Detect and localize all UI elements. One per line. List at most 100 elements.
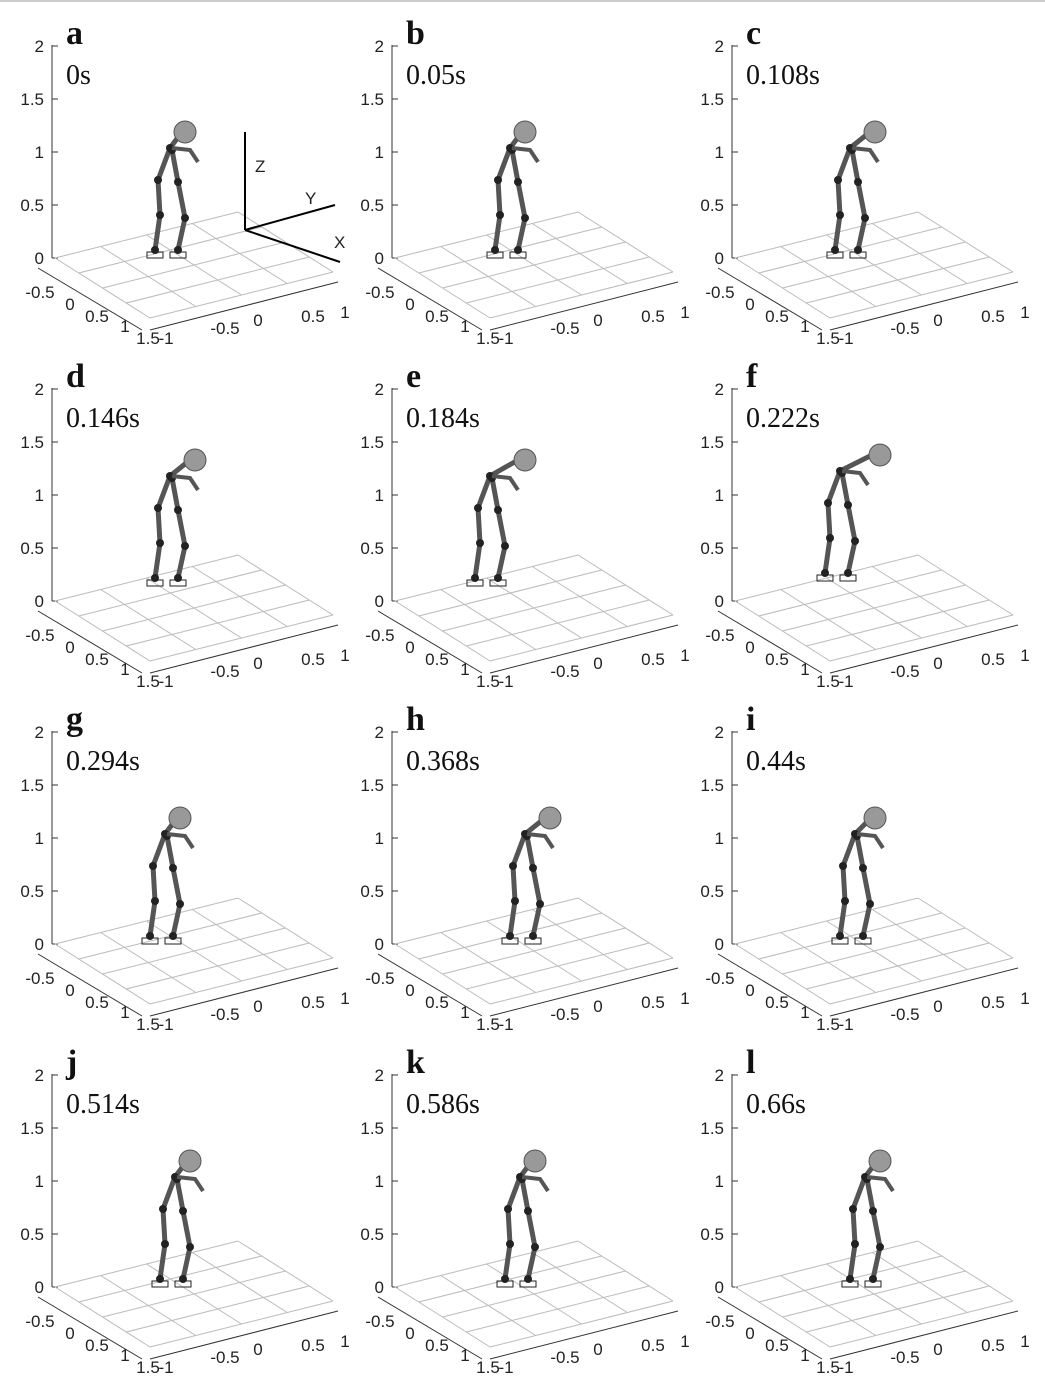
head <box>869 1150 891 1172</box>
x-tick-label: 0.5 <box>765 307 789 326</box>
y-tick-label: 0 <box>253 997 262 1016</box>
panel-letter: b <box>406 15 425 52</box>
x-tick-label: 0 <box>745 295 754 314</box>
frame-label: Z <box>255 157 265 176</box>
x-tick-label: 1.5 <box>816 672 840 691</box>
frame-label: X <box>334 233 345 252</box>
x-tick-label: 0.5 <box>765 1336 789 1355</box>
z-tick-label: 1.5 <box>700 1119 724 1138</box>
x-tick-label: 1 <box>460 1346 469 1365</box>
joint <box>179 1207 187 1215</box>
x-tick-label: 0.5 <box>425 993 449 1012</box>
y-tick-label: 0 <box>593 654 602 673</box>
z-tick-label: 0 <box>375 935 384 954</box>
x-tick-label: 1 <box>800 660 809 679</box>
x-tick-label: 1 <box>460 1003 469 1022</box>
x-tick-label: 1 <box>120 317 129 336</box>
x-tick-label: 0.5 <box>425 1336 449 1355</box>
joint <box>491 246 499 254</box>
x-tick-label: -0.5 <box>25 969 54 988</box>
y-tick-label: 1 <box>680 1332 689 1351</box>
x-tick-label: -0.5 <box>25 283 54 302</box>
frame-label: Y <box>305 189 316 208</box>
x-tick-label: 1 <box>800 1003 809 1022</box>
joint <box>156 539 164 547</box>
joint <box>159 1205 167 1213</box>
y-tick-label: -1 <box>498 329 513 348</box>
x-tick-label: 1 <box>460 660 469 679</box>
joint <box>179 1275 187 1283</box>
z-tick-label: 1.5 <box>360 90 384 109</box>
x-tick-label: 1 <box>120 1003 129 1022</box>
x-tick-label: 0 <box>65 1324 74 1343</box>
joint <box>149 862 157 870</box>
y-tick-label: 1 <box>1020 1332 1029 1351</box>
joint <box>509 862 517 870</box>
joint <box>844 569 852 577</box>
y-tick-label: 1 <box>340 646 349 665</box>
panel-time: 0.184s <box>406 403 480 434</box>
joint <box>494 176 502 184</box>
z-tick-label: 1 <box>375 829 384 848</box>
panel-time: 0.586s <box>406 1089 480 1120</box>
y-tick-label: -0.5 <box>890 662 919 681</box>
z-tick-label: 2 <box>715 380 724 399</box>
head <box>514 121 536 143</box>
joint <box>154 176 162 184</box>
x-tick-label: 0.5 <box>425 307 449 326</box>
x-tick-label: -0.5 <box>705 1312 734 1331</box>
panel-time: 0.66s <box>746 1089 806 1120</box>
z-tick-label: 2 <box>35 1066 44 1085</box>
x-tick-label: 0.5 <box>85 307 109 326</box>
joint <box>176 900 184 908</box>
z-tick-label: 1.5 <box>20 776 44 795</box>
y-tick-label: 1 <box>340 1332 349 1351</box>
z-tick-label: 0.5 <box>700 539 724 558</box>
joint <box>846 1275 854 1283</box>
x-tick-label: 0.5 <box>85 1336 109 1355</box>
z-tick-label: 0 <box>715 249 724 268</box>
z-tick-label: 0.5 <box>360 1225 384 1244</box>
z-tick-label: 2 <box>715 1066 724 1085</box>
panel-letter: c <box>746 15 761 52</box>
x-tick-label: 0.5 <box>425 650 449 669</box>
joint <box>849 1205 857 1213</box>
z-tick-label: 1 <box>715 1172 724 1191</box>
z-tick-label: 2 <box>375 380 384 399</box>
z-tick-label: 1.5 <box>360 776 384 795</box>
y-tick-label: 0.5 <box>301 993 325 1012</box>
y-tick-label: 0.5 <box>641 650 665 669</box>
z-tick-label: 0 <box>375 1278 384 1297</box>
x-tick-label: -0.5 <box>705 626 734 645</box>
panel-letter: d <box>66 358 85 395</box>
joint <box>494 574 502 582</box>
panel-letter: l <box>746 1044 755 1081</box>
joint <box>841 897 849 905</box>
y-tick-label: 1 <box>1020 303 1029 322</box>
y-tick-label: 0 <box>253 311 262 330</box>
joint <box>186 1243 194 1251</box>
panel-time: 0.222s <box>746 403 820 434</box>
joint <box>524 1207 532 1215</box>
y-tick-label: -0.5 <box>210 319 239 338</box>
x-tick-label: 0 <box>745 1324 754 1343</box>
joint <box>504 1205 512 1213</box>
figure: 00.511.52-0.500.511.5-1-0.500.51a0sZYX00… <box>0 0 1045 1378</box>
joint <box>869 1275 877 1283</box>
z-tick-label: 0 <box>375 592 384 611</box>
joint <box>859 932 867 940</box>
y-tick-label: 1 <box>340 303 349 322</box>
joint <box>839 862 847 870</box>
joint <box>876 1243 884 1251</box>
z-tick-label: 0.5 <box>20 882 44 901</box>
y-tick-label: 1 <box>680 989 689 1008</box>
panel-time: 0.146s <box>66 403 140 434</box>
z-tick-label: 0 <box>35 592 44 611</box>
joint <box>156 211 164 219</box>
y-tick-label: 0 <box>933 1340 942 1359</box>
joint <box>151 246 159 254</box>
x-tick-label: -0.5 <box>365 283 394 302</box>
x-tick-label: 0 <box>405 981 414 1000</box>
head <box>524 1150 546 1172</box>
joint <box>496 211 504 219</box>
